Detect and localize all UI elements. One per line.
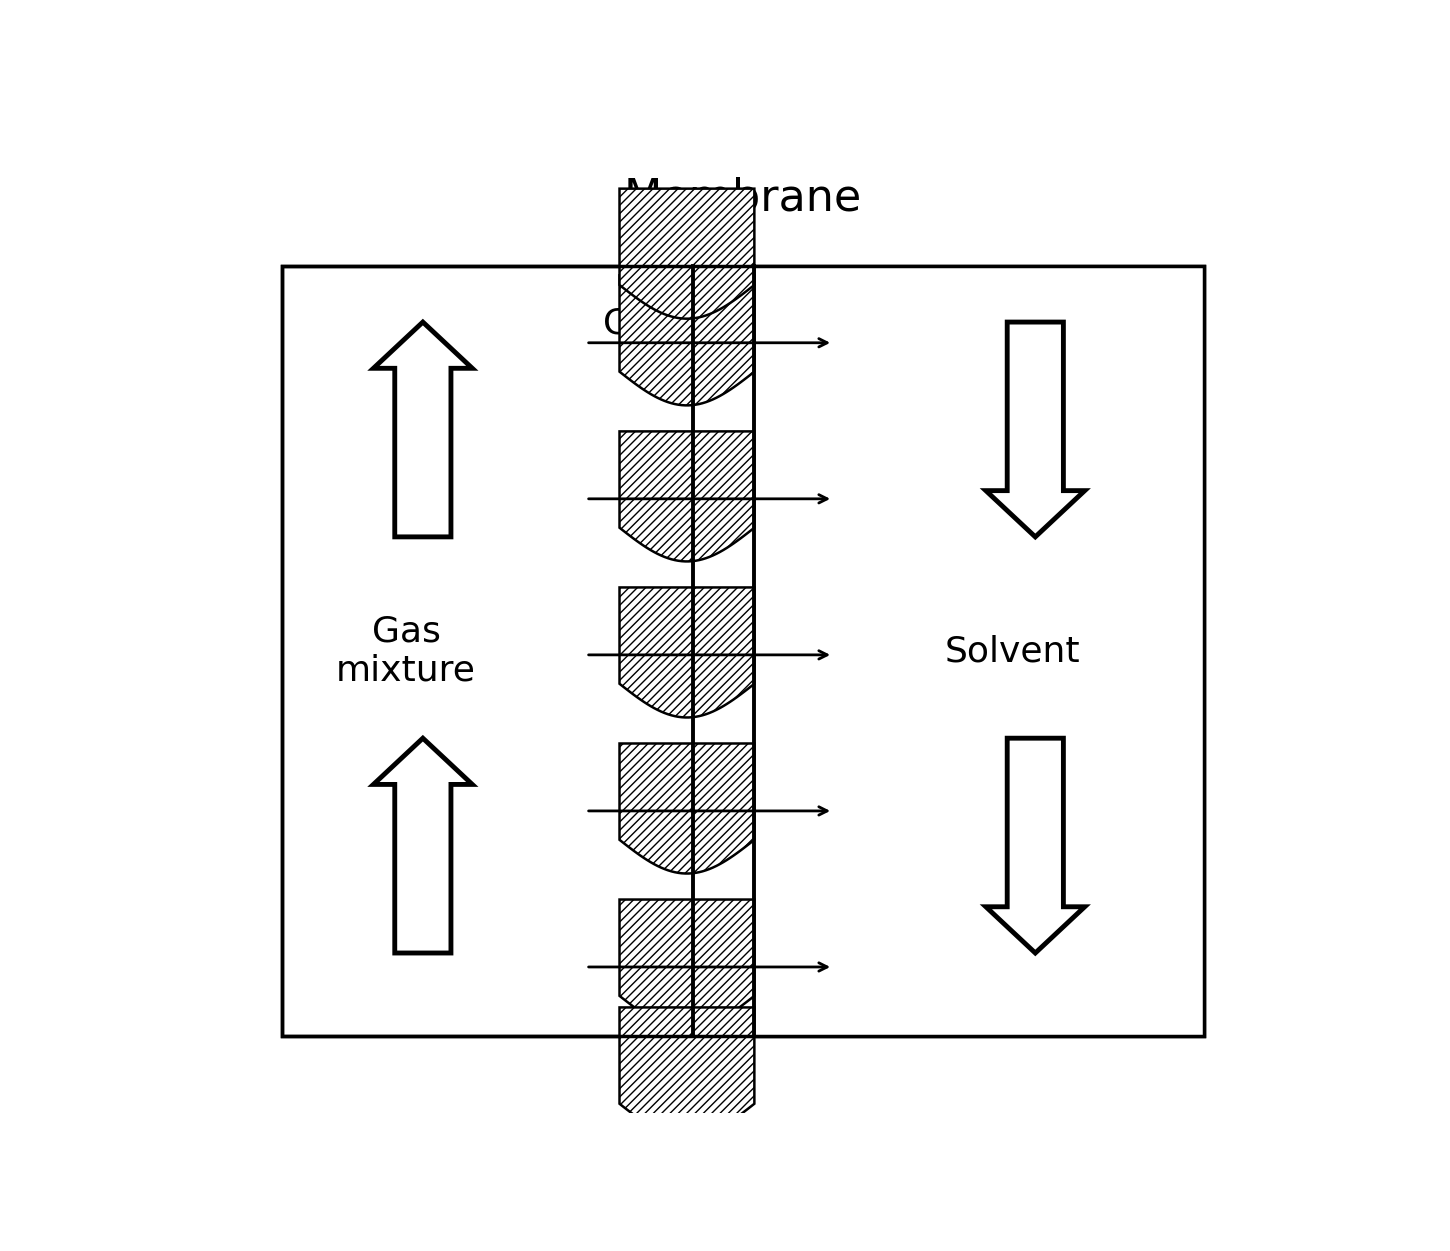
Text: Solvent: Solvent	[945, 634, 1080, 668]
Bar	[283, 265, 1204, 1036]
Bar	[754, 265, 1204, 1036]
Polygon shape	[619, 1007, 754, 1137]
Polygon shape	[374, 322, 473, 537]
Bar	[283, 265, 1204, 1036]
Polygon shape	[619, 899, 754, 1030]
Polygon shape	[619, 432, 754, 562]
Polygon shape	[619, 275, 754, 405]
Text: Gas
mixture: Gas mixture	[336, 614, 476, 688]
Polygon shape	[986, 738, 1085, 953]
Polygon shape	[374, 738, 473, 953]
Polygon shape	[619, 189, 754, 319]
Polygon shape	[619, 743, 754, 873]
Polygon shape	[986, 322, 1085, 537]
Text: CO2: CO2	[603, 306, 679, 340]
Text: Membrane: Membrane	[624, 176, 863, 220]
Polygon shape	[619, 588, 754, 718]
